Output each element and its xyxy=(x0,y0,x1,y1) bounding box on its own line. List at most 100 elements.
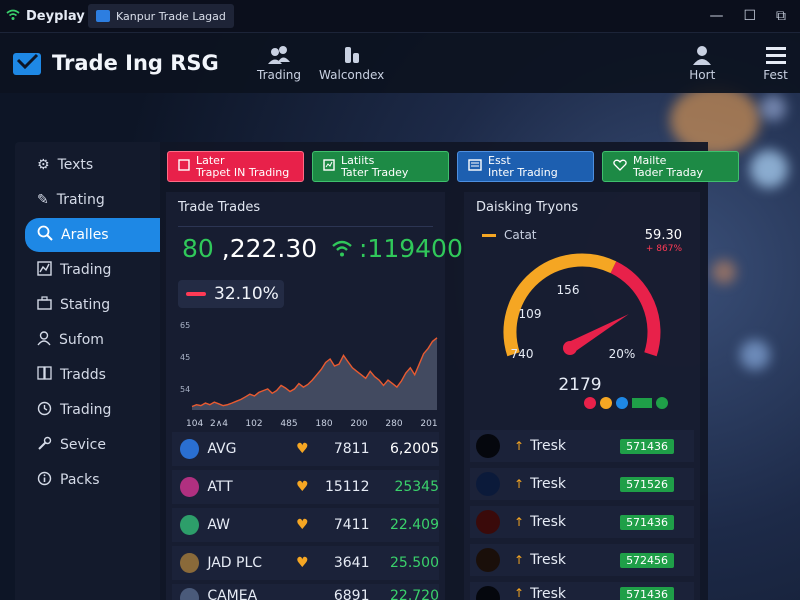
x-tick-label: 201 xyxy=(420,419,437,429)
aw-logo-icon xyxy=(180,515,200,535)
action-button-inter[interactable]: Esst Inter Trading xyxy=(457,151,594,182)
status-dot-blue xyxy=(616,397,628,409)
book-icon xyxy=(37,366,52,384)
chart-stats-icon xyxy=(323,159,335,174)
bokeh-light xyxy=(760,95,786,121)
main-content: Later Trapet IN Trading Latiits Tater Trad… xyxy=(160,142,739,600)
bokeh-light xyxy=(740,340,770,370)
menu-icon xyxy=(765,46,786,64)
row-value: 15112 xyxy=(324,479,370,495)
x-tick-label: 104 xyxy=(186,419,203,429)
app-title: Trade Ing RSG xyxy=(52,51,219,75)
flag-icon xyxy=(178,159,190,174)
maximize-button[interactable]: ☐ xyxy=(743,8,756,24)
sidebar-item-sufom[interactable]: Sufom xyxy=(15,323,160,357)
ticker-logo-icon xyxy=(476,472,500,496)
chart-series-line xyxy=(191,337,438,408)
sidebar-item-sevice[interactable]: Sevice xyxy=(15,428,160,462)
button-line1: Mailte xyxy=(633,153,667,167)
restore-button[interactable]: ⧉ xyxy=(776,8,786,24)
wifi-icon xyxy=(332,240,352,256)
button-line1: Later xyxy=(196,153,225,167)
table-row[interactable]: ATT ♥ 15112 25345 xyxy=(172,470,439,504)
gauge-label: 740 xyxy=(511,347,534,361)
button-line2: Tater Tradey xyxy=(341,165,409,179)
table-row[interactable]: JAD PLC ♥ 3641 25.500 xyxy=(172,546,439,580)
sidebar-item-label: Tradds xyxy=(60,367,106,383)
jad-logo-icon xyxy=(180,553,200,573)
action-button-tader[interactable]: Mailte Tader Traday xyxy=(602,151,739,182)
up-arrow-icon: ↑ xyxy=(514,477,525,491)
button-line1: Esst xyxy=(488,153,511,167)
table-row[interactable]: AW ♥ 7411 22.409 xyxy=(172,508,439,542)
sidebar-item-label: Sevice xyxy=(60,437,106,453)
list-item[interactable]: ↑ Tresk 571526 xyxy=(470,468,694,500)
nav-fest[interactable]: Fest xyxy=(763,45,788,82)
panel-title: Trade Trades xyxy=(178,200,261,215)
sidebar-item-packs[interactable]: Packs xyxy=(15,463,160,497)
row-value: 7811 xyxy=(333,441,370,457)
top-sub: + 867% xyxy=(645,244,682,254)
x-tick-label: 102 xyxy=(245,419,262,429)
table-row[interactable]: CAMEA 6891 22.720 xyxy=(172,584,439,600)
x-tick-label: 280 xyxy=(385,419,402,429)
nav-walcondex[interactable]: Walcondex xyxy=(319,45,384,82)
sidebar-item-texts[interactable]: ⚙ Texts xyxy=(15,148,160,182)
user-icon xyxy=(37,330,51,350)
window-controls: — ☐ ⧉ xyxy=(709,8,800,24)
window-tab[interactable]: Kanpur Trade Lagad xyxy=(88,4,234,28)
status-dot-red xyxy=(584,397,596,409)
app-label: Deyplay xyxy=(0,9,88,24)
search-icon xyxy=(37,225,53,245)
sidebar-item-trating[interactable]: ✎ Trating xyxy=(15,183,160,217)
table-row[interactable]: AVG ♥ 7811 6,2005 xyxy=(172,432,439,466)
gauge-needle xyxy=(567,314,629,354)
status-badge-green xyxy=(632,398,652,408)
brand[interactable]: Trade Ing RSG xyxy=(0,50,255,76)
up-arrow-icon: ↑ xyxy=(514,553,525,567)
nav-hort[interactable]: Hort xyxy=(689,45,715,82)
x-tick-label: 180 xyxy=(315,419,332,429)
up-arrow-icon: ↑ xyxy=(514,586,525,600)
minimize-button[interactable]: — xyxy=(709,8,724,24)
briefcase-icon xyxy=(37,296,52,314)
button-line2: Trapet IN Trading xyxy=(196,165,290,179)
list-item[interactable]: ↑ Tresk 571436 xyxy=(470,582,694,600)
row-name: ATT xyxy=(207,479,233,495)
nav-trading[interactable]: Trading xyxy=(257,45,301,82)
row-value: 3641 xyxy=(333,555,370,571)
gear-icon: ⚙ xyxy=(37,157,50,173)
x-tick-label: 200 xyxy=(350,419,367,429)
row-total: 25.500 xyxy=(390,555,439,571)
chart-area xyxy=(192,337,437,410)
gauge-label: 20% xyxy=(609,347,636,361)
list-item[interactable]: ↑ Tresk 571436 xyxy=(470,506,694,538)
row-value: 7411 xyxy=(333,517,370,533)
sidebar-item-aralles[interactable]: Aralles xyxy=(25,218,160,252)
row-value: 6891 xyxy=(333,588,370,600)
att-logo-icon xyxy=(180,477,200,497)
sidebar-item-trading-2[interactable]: Trading xyxy=(15,393,160,427)
top-value: 59.30 xyxy=(644,228,682,243)
list-item-name: Tresk xyxy=(530,552,567,568)
wrench-icon xyxy=(37,436,52,455)
row-total: 25345 xyxy=(394,479,439,495)
heart-icon xyxy=(613,159,627,174)
sidebar-item-tradds[interactable]: Tradds xyxy=(15,358,160,392)
sidebar-item-trading[interactable]: Trading xyxy=(15,253,160,287)
chart-icon xyxy=(37,260,52,280)
user-icon xyxy=(693,45,712,65)
list-item[interactable]: ↑ Tresk 571436 xyxy=(470,430,694,462)
nav-trading-label: Trading xyxy=(257,67,302,82)
action-button-tater[interactable]: Latiits Tater Tradey xyxy=(312,151,449,182)
sidebar-item-stating[interactable]: Stating xyxy=(15,288,160,322)
status-dots xyxy=(584,397,668,409)
action-button-trapet[interactable]: Later Trapet IN Trading xyxy=(167,151,304,182)
app-name: Deyplay xyxy=(26,8,85,24)
list-item-name: Tresk xyxy=(530,586,567,600)
legend-label: Catat xyxy=(504,228,537,242)
list-item[interactable]: ↑ Tresk 572456 xyxy=(470,544,694,576)
chart-stats-icon xyxy=(344,46,359,63)
sidebar: ⚙ Texts ✎ Trating Aralles Trading Statin… xyxy=(15,142,160,600)
ticker-logo-icon xyxy=(476,434,500,458)
